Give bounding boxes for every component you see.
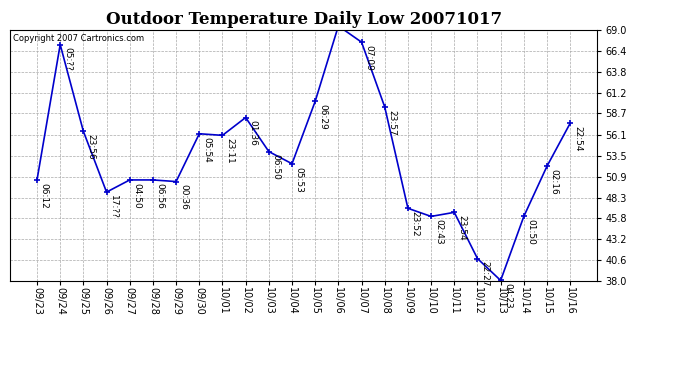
Text: 07:06: 07:06 bbox=[0, 374, 1, 375]
Text: 23:11: 23:11 bbox=[225, 138, 234, 164]
Text: 23:56: 23:56 bbox=[86, 134, 95, 160]
Text: 06:56: 06:56 bbox=[156, 183, 165, 209]
Text: 23:52: 23:52 bbox=[411, 211, 420, 237]
Text: 04:50: 04:50 bbox=[132, 183, 141, 209]
Title: Outdoor Temperature Daily Low 20071017: Outdoor Temperature Daily Low 20071017 bbox=[106, 12, 502, 28]
Text: 06:12: 06:12 bbox=[40, 183, 49, 209]
Text: 01:36: 01:36 bbox=[248, 120, 257, 146]
Text: 23:57: 23:57 bbox=[388, 110, 397, 135]
Text: 05:??: 05:?? bbox=[63, 47, 72, 71]
Text: 07:09: 07:09 bbox=[364, 45, 373, 71]
Text: 05:53: 05:53 bbox=[295, 166, 304, 192]
Text: 02:43: 02:43 bbox=[434, 219, 443, 245]
Text: 02:16: 02:16 bbox=[550, 169, 559, 195]
Text: 01:50: 01:50 bbox=[526, 219, 535, 245]
Text: 04:23: 04:23 bbox=[504, 283, 513, 309]
Text: 23:54: 23:54 bbox=[457, 215, 466, 241]
Text: 22:54: 22:54 bbox=[573, 126, 582, 152]
Text: 17:??: 17:?? bbox=[109, 195, 118, 219]
Text: 06:50: 06:50 bbox=[272, 154, 281, 180]
Text: 22:27: 22:27 bbox=[480, 261, 489, 287]
Text: Copyright 2007 Cartronics.com: Copyright 2007 Cartronics.com bbox=[13, 34, 144, 43]
Text: 06:29: 06:29 bbox=[318, 104, 327, 130]
Text: 00:36: 00:36 bbox=[179, 184, 188, 210]
Text: 05:54: 05:54 bbox=[202, 136, 211, 162]
